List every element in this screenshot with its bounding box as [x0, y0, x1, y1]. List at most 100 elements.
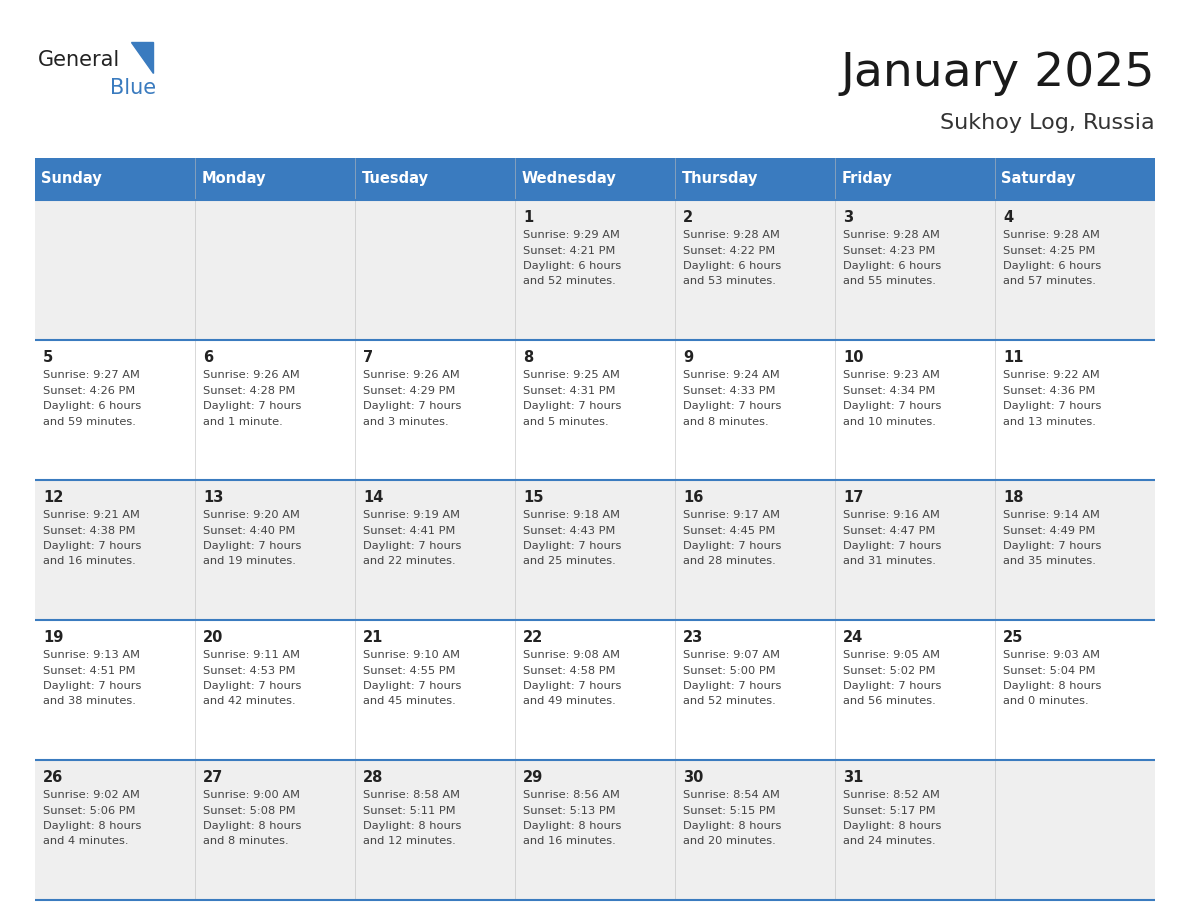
Text: Sunset: 4:21 PM: Sunset: 4:21 PM: [523, 245, 615, 255]
Text: 12: 12: [43, 490, 63, 505]
Text: Daylight: 6 hours: Daylight: 6 hours: [1003, 261, 1101, 271]
Text: Daylight: 6 hours: Daylight: 6 hours: [843, 261, 941, 271]
Bar: [34, 760, 1155, 900]
Text: Daylight: 7 hours: Daylight: 7 hours: [523, 541, 621, 551]
Text: and 35 minutes.: and 35 minutes.: [1003, 556, 1095, 566]
Text: and 25 minutes.: and 25 minutes.: [523, 556, 615, 566]
Text: Sunset: 4:26 PM: Sunset: 4:26 PM: [43, 386, 135, 396]
Text: Sunset: 5:13 PM: Sunset: 5:13 PM: [523, 805, 615, 815]
Text: Daylight: 7 hours: Daylight: 7 hours: [43, 541, 141, 551]
Text: Tuesday: Tuesday: [361, 172, 429, 186]
Text: Daylight: 7 hours: Daylight: 7 hours: [523, 401, 621, 411]
Text: and 52 minutes.: and 52 minutes.: [683, 697, 776, 707]
Text: Sunset: 5:08 PM: Sunset: 5:08 PM: [203, 805, 296, 815]
Text: Sunrise: 9:03 AM: Sunrise: 9:03 AM: [1003, 650, 1100, 660]
Text: 3: 3: [843, 210, 853, 225]
Text: 30: 30: [683, 770, 703, 785]
Text: and 16 minutes.: and 16 minutes.: [43, 556, 135, 566]
Text: 15: 15: [523, 490, 543, 505]
Text: Sunrise: 8:54 AM: Sunrise: 8:54 AM: [683, 790, 779, 800]
Text: Daylight: 6 hours: Daylight: 6 hours: [683, 261, 782, 271]
Text: Sunrise: 9:27 AM: Sunrise: 9:27 AM: [43, 370, 140, 380]
Text: Daylight: 8 hours: Daylight: 8 hours: [1003, 681, 1101, 691]
Text: Sunrise: 9:18 AM: Sunrise: 9:18 AM: [523, 510, 620, 520]
Text: Daylight: 7 hours: Daylight: 7 hours: [683, 541, 782, 551]
Text: Sukhoy Log, Russia: Sukhoy Log, Russia: [941, 113, 1155, 133]
Bar: [34, 158, 1155, 200]
Text: Sunrise: 9:11 AM: Sunrise: 9:11 AM: [203, 650, 301, 660]
Text: 28: 28: [364, 770, 384, 785]
Text: Sunrise: 9:26 AM: Sunrise: 9:26 AM: [364, 370, 460, 380]
Text: Sunrise: 9:28 AM: Sunrise: 9:28 AM: [843, 230, 940, 240]
Polygon shape: [131, 42, 153, 73]
Text: Sunrise: 9:28 AM: Sunrise: 9:28 AM: [1003, 230, 1100, 240]
Text: Daylight: 6 hours: Daylight: 6 hours: [43, 401, 141, 411]
Text: Daylight: 7 hours: Daylight: 7 hours: [683, 401, 782, 411]
Text: Sunset: 5:06 PM: Sunset: 5:06 PM: [43, 805, 135, 815]
Text: Sunrise: 9:24 AM: Sunrise: 9:24 AM: [683, 370, 779, 380]
Text: Sunrise: 9:14 AM: Sunrise: 9:14 AM: [1003, 510, 1100, 520]
Text: and 49 minutes.: and 49 minutes.: [523, 697, 615, 707]
Text: 13: 13: [203, 490, 223, 505]
Text: 10: 10: [843, 350, 864, 365]
Text: Daylight: 7 hours: Daylight: 7 hours: [43, 681, 141, 691]
Text: Sunset: 5:11 PM: Sunset: 5:11 PM: [364, 805, 456, 815]
Text: and 13 minutes.: and 13 minutes.: [1003, 417, 1095, 427]
Text: and 22 minutes.: and 22 minutes.: [364, 556, 456, 566]
Text: 7: 7: [364, 350, 373, 365]
Text: Sunset: 4:34 PM: Sunset: 4:34 PM: [843, 386, 935, 396]
Text: Sunset: 4:51 PM: Sunset: 4:51 PM: [43, 666, 135, 676]
Text: and 20 minutes.: and 20 minutes.: [683, 836, 776, 846]
Text: and 55 minutes.: and 55 minutes.: [843, 276, 936, 286]
Text: Sunrise: 9:19 AM: Sunrise: 9:19 AM: [364, 510, 460, 520]
Text: Sunset: 4:31 PM: Sunset: 4:31 PM: [523, 386, 615, 396]
Text: Blue: Blue: [110, 78, 156, 98]
Text: 27: 27: [203, 770, 223, 785]
Text: and 56 minutes.: and 56 minutes.: [843, 697, 936, 707]
Text: Sunset: 4:22 PM: Sunset: 4:22 PM: [683, 245, 776, 255]
Text: 19: 19: [43, 630, 63, 645]
Text: and 3 minutes.: and 3 minutes.: [364, 417, 449, 427]
Text: Sunrise: 9:00 AM: Sunrise: 9:00 AM: [203, 790, 301, 800]
Text: January 2025: January 2025: [840, 50, 1155, 95]
Text: 24: 24: [843, 630, 864, 645]
Text: Daylight: 6 hours: Daylight: 6 hours: [523, 261, 621, 271]
Text: Sunset: 4:29 PM: Sunset: 4:29 PM: [364, 386, 455, 396]
Text: Sunrise: 8:58 AM: Sunrise: 8:58 AM: [364, 790, 460, 800]
Text: General: General: [38, 50, 120, 70]
Text: 22: 22: [523, 630, 543, 645]
Text: Sunset: 4:38 PM: Sunset: 4:38 PM: [43, 525, 135, 535]
Text: and 28 minutes.: and 28 minutes.: [683, 556, 776, 566]
Text: Sunrise: 9:25 AM: Sunrise: 9:25 AM: [523, 370, 620, 380]
Text: Sunset: 5:00 PM: Sunset: 5:00 PM: [683, 666, 776, 676]
Text: Daylight: 8 hours: Daylight: 8 hours: [203, 821, 302, 831]
Text: and 45 minutes.: and 45 minutes.: [364, 697, 456, 707]
Text: Sunset: 4:47 PM: Sunset: 4:47 PM: [843, 525, 935, 535]
Text: and 42 minutes.: and 42 minutes.: [203, 697, 296, 707]
Text: Sunrise: 9:16 AM: Sunrise: 9:16 AM: [843, 510, 940, 520]
Text: 26: 26: [43, 770, 63, 785]
Text: Daylight: 7 hours: Daylight: 7 hours: [364, 541, 461, 551]
Text: and 5 minutes.: and 5 minutes.: [523, 417, 608, 427]
Text: and 10 minutes.: and 10 minutes.: [843, 417, 936, 427]
Text: Sunrise: 9:10 AM: Sunrise: 9:10 AM: [364, 650, 460, 660]
Text: Sunset: 5:15 PM: Sunset: 5:15 PM: [683, 805, 776, 815]
Text: Sunset: 5:02 PM: Sunset: 5:02 PM: [843, 666, 935, 676]
Text: Daylight: 7 hours: Daylight: 7 hours: [843, 541, 941, 551]
Text: Sunrise: 9:17 AM: Sunrise: 9:17 AM: [683, 510, 781, 520]
Text: Daylight: 7 hours: Daylight: 7 hours: [683, 681, 782, 691]
Text: and 8 minutes.: and 8 minutes.: [683, 417, 769, 427]
Text: Sunday: Sunday: [42, 172, 102, 186]
Text: 11: 11: [1003, 350, 1024, 365]
Text: Sunset: 4:58 PM: Sunset: 4:58 PM: [523, 666, 615, 676]
Text: Sunset: 4:40 PM: Sunset: 4:40 PM: [203, 525, 296, 535]
Text: 18: 18: [1003, 490, 1024, 505]
Text: and 19 minutes.: and 19 minutes.: [203, 556, 296, 566]
Text: Sunrise: 9:22 AM: Sunrise: 9:22 AM: [1003, 370, 1100, 380]
Text: Sunrise: 9:23 AM: Sunrise: 9:23 AM: [843, 370, 940, 380]
Text: Sunset: 4:53 PM: Sunset: 4:53 PM: [203, 666, 296, 676]
Text: Daylight: 8 hours: Daylight: 8 hours: [843, 821, 941, 831]
Text: Daylight: 7 hours: Daylight: 7 hours: [364, 681, 461, 691]
Text: Daylight: 7 hours: Daylight: 7 hours: [1003, 401, 1101, 411]
Text: 17: 17: [843, 490, 864, 505]
